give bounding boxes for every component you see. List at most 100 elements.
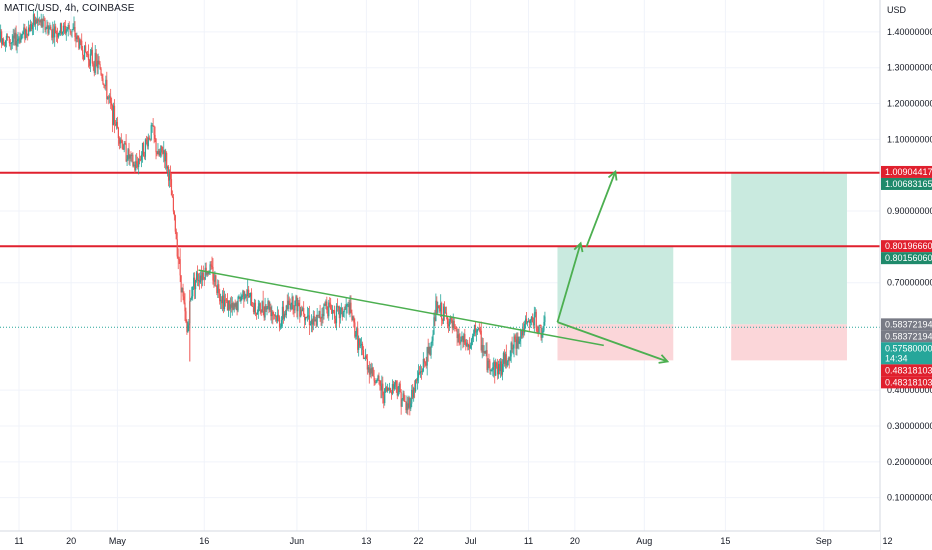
candle-body xyxy=(168,173,171,181)
candle-body xyxy=(88,60,91,66)
price-tick-label: 1.10000000 xyxy=(887,134,932,144)
candle-body xyxy=(494,361,496,376)
candle-body xyxy=(470,345,472,349)
candle-body xyxy=(211,265,213,267)
candle-body xyxy=(425,363,427,366)
time-axis[interactable] xyxy=(0,531,880,550)
candle-body xyxy=(46,25,48,29)
candle-body xyxy=(199,275,202,283)
candle-body xyxy=(542,330,544,335)
candle-body xyxy=(20,35,22,43)
grid-lines xyxy=(0,0,888,531)
candle-body xyxy=(246,294,248,296)
candle-body xyxy=(339,309,341,319)
candle-body xyxy=(169,173,172,180)
candle-body xyxy=(451,319,453,329)
candle-body xyxy=(6,35,9,38)
arrow-line[interactable] xyxy=(556,243,582,323)
price-tag-label: 0.48318103 xyxy=(885,377,932,387)
candle-body xyxy=(241,296,243,298)
candle-body xyxy=(354,322,356,337)
candle-body xyxy=(460,339,462,343)
price-tick-label: 0.20000000 xyxy=(887,457,932,467)
candle-body xyxy=(344,308,346,310)
candle-body xyxy=(282,306,285,319)
candle-body xyxy=(400,391,402,407)
candle-body xyxy=(17,39,19,41)
price-tag-label: 0.80156060 xyxy=(885,253,932,263)
candle-body xyxy=(515,339,517,349)
arrow-line[interactable] xyxy=(557,321,668,363)
candle-body xyxy=(520,329,522,339)
price-tag-box xyxy=(881,342,932,365)
candle-body xyxy=(311,319,313,325)
candle-body xyxy=(486,350,488,371)
candle-body xyxy=(322,313,324,317)
candle-body xyxy=(193,277,195,287)
candle-body xyxy=(446,316,449,325)
loss-zone[interactable] xyxy=(731,324,847,361)
candle-body xyxy=(215,275,217,287)
candle-body xyxy=(519,338,521,342)
candle-body xyxy=(52,28,54,38)
candle-body xyxy=(393,384,395,389)
candle-body xyxy=(47,25,49,34)
candle-body xyxy=(114,124,117,126)
candle-body xyxy=(292,296,294,310)
price-tag-box xyxy=(881,364,932,377)
candle-body xyxy=(478,327,480,329)
candle-body xyxy=(184,302,186,312)
candle-body xyxy=(40,19,42,23)
trend-line[interactable] xyxy=(198,269,604,347)
candle-body xyxy=(14,32,16,39)
candle-body xyxy=(84,45,86,60)
candle-body xyxy=(110,96,112,103)
candle-body xyxy=(424,362,426,364)
candle-body xyxy=(294,300,296,311)
candle-body xyxy=(224,299,227,301)
candle-body xyxy=(459,342,461,344)
candle-body xyxy=(120,139,122,141)
candle-body xyxy=(526,321,529,323)
candle-body xyxy=(202,272,204,279)
candle-body xyxy=(366,359,368,370)
candle-body xyxy=(330,304,332,310)
candle-body xyxy=(66,29,68,31)
position-zones[interactable] xyxy=(557,172,847,361)
price-tag-box xyxy=(881,252,932,265)
drawings[interactable] xyxy=(198,169,670,364)
candle-body xyxy=(498,364,501,372)
candle-body xyxy=(431,340,433,344)
candle-body xyxy=(103,83,105,86)
candle-body xyxy=(360,345,362,346)
candle-body xyxy=(364,355,367,359)
candle-body xyxy=(384,388,386,404)
candle-body xyxy=(305,317,307,321)
candle-body xyxy=(487,360,489,371)
candle-body xyxy=(57,33,59,38)
candle-body xyxy=(389,388,392,393)
candle-body xyxy=(529,319,532,323)
candle-body xyxy=(477,327,479,330)
candle-body xyxy=(163,150,165,154)
candle-body xyxy=(98,60,100,65)
candle-body xyxy=(413,388,415,398)
time-tick-label: 20 xyxy=(66,536,76,546)
candle-body xyxy=(13,35,15,39)
candle-body xyxy=(107,96,109,100)
profit-zone[interactable] xyxy=(557,246,674,325)
candle-body xyxy=(188,323,190,326)
candle-body xyxy=(65,30,67,34)
candle-body xyxy=(136,161,138,164)
price-axis[interactable] xyxy=(880,0,932,550)
horizontal-levels[interactable] xyxy=(0,171,880,328)
price-tag-box xyxy=(881,165,932,178)
candle-body xyxy=(62,25,64,32)
candle-body xyxy=(332,310,335,311)
candle-body xyxy=(419,371,422,374)
arrow-line[interactable] xyxy=(585,171,617,248)
candle-body xyxy=(414,388,416,392)
candle-body xyxy=(118,138,120,144)
profit-zone[interactable] xyxy=(731,172,847,325)
